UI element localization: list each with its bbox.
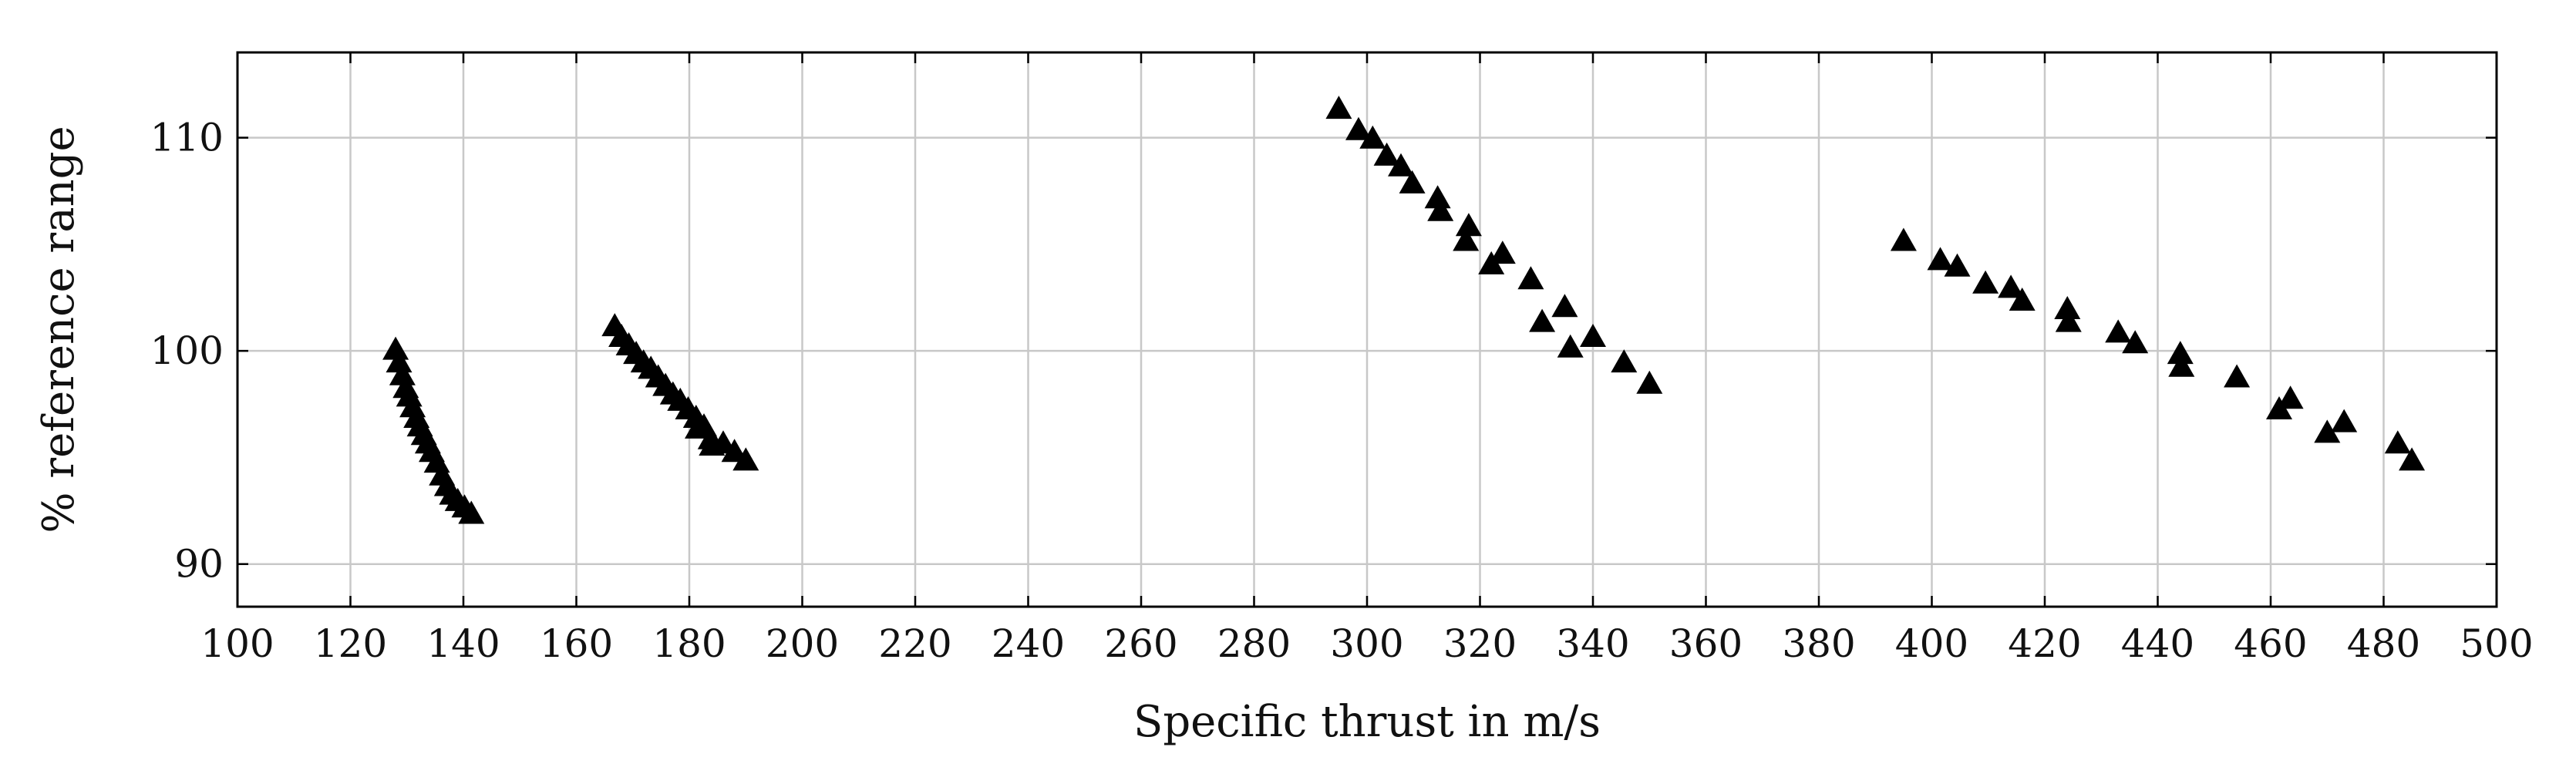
data-point-triangle: [1455, 213, 1482, 237]
ticks-layer: 100 120 140 160 180 200 220 240 260 280 300 320 340 3…: [150, 52, 2534, 666]
x-tick-label: 400: [1895, 621, 1968, 666]
y-axis-title: % reference range: [34, 126, 84, 533]
data-point-triangle: [1927, 247, 1954, 271]
data-point-triangle: [1325, 96, 1352, 119]
x-tick-label: 180: [652, 621, 726, 666]
y-tick-label: 100: [150, 328, 224, 373]
data-point-triangle: [1529, 308, 1556, 332]
x-tick-label: 500: [2460, 621, 2533, 666]
data-point-triangle: [386, 349, 412, 373]
data-point-triangle: [2277, 385, 2304, 409]
x-tick-label: 160: [540, 621, 613, 666]
data-point-triangle: [2384, 430, 2411, 454]
marks-layer: [382, 96, 2426, 524]
data-point-triangle: [1388, 153, 1414, 177]
data-point-triangle: [1424, 185, 1451, 209]
data-point-triangle: [1551, 294, 1578, 318]
data-point-triangle: [1972, 270, 1999, 294]
data-point-triangle: [2122, 330, 2149, 354]
data-point-triangle: [1557, 334, 1584, 358]
data-point-triangle: [1998, 274, 2025, 298]
data-point-triangle: [1944, 253, 1971, 277]
x-tick-label: 340: [1556, 621, 1629, 666]
data-point-triangle: [1373, 142, 1400, 166]
data-point-triangle: [2224, 364, 2251, 388]
x-tick-label: 120: [314, 621, 387, 666]
data-point-triangle: [389, 362, 416, 385]
x-tick-label: 460: [2234, 621, 2307, 666]
data-point-triangle: [2314, 419, 2341, 443]
x-tick-label: 320: [1443, 621, 1517, 666]
y-tick-label: 110: [150, 116, 224, 160]
x-tick-label: 140: [426, 621, 500, 666]
y-tick-label: 90: [174, 542, 224, 587]
x-tick-label: 480: [2347, 621, 2420, 666]
x-tick-label: 220: [878, 621, 951, 666]
x-tick-label: 260: [1104, 621, 1177, 666]
x-tick-label: 240: [992, 621, 1065, 666]
data-point-triangle: [1517, 266, 1544, 290]
data-point-triangle: [1489, 241, 1516, 264]
data-point-triangle: [2054, 296, 2081, 319]
data-point-triangle: [1453, 227, 1480, 251]
data-point-triangle: [2055, 308, 2082, 332]
data-point-triangle: [1399, 170, 1426, 193]
x-tick-label: 100: [200, 621, 274, 666]
x-tick-label: 300: [1330, 621, 1403, 666]
x-tick-label: 380: [1782, 621, 1855, 666]
data-point-triangle: [1890, 227, 1917, 251]
x-tick-label: 420: [2008, 621, 2081, 666]
data-point-triangle: [699, 432, 726, 456]
data-point-triangle: [382, 336, 409, 360]
data-point-triangle: [732, 447, 759, 471]
x-tick-label: 440: [2121, 621, 2194, 666]
data-point-triangle: [2399, 447, 2426, 471]
data-point-triangle: [685, 415, 711, 439]
data-point-triangle: [2168, 353, 2195, 377]
data-point-triangle: [1580, 324, 1606, 347]
data-point-triangle: [458, 500, 485, 524]
x-tick-label: 360: [1669, 621, 1743, 666]
data-point-triangle: [1359, 125, 1386, 149]
data-point-triangle: [2331, 409, 2358, 432]
data-point-triangle: [2009, 288, 2036, 311]
data-point-triangle: [2167, 341, 2194, 365]
data-point-triangle: [1345, 116, 1372, 140]
x-axis-title: Specific thrust in m/s: [1133, 697, 1601, 747]
data-point-triangle: [1611, 349, 1638, 373]
data-point-triangle: [1427, 197, 1454, 221]
data-point-triangle: [1636, 370, 1663, 394]
data-point-triangle: [2105, 319, 2132, 343]
x-tick-label: 280: [1217, 621, 1291, 666]
x-tick-label: 200: [766, 621, 839, 666]
